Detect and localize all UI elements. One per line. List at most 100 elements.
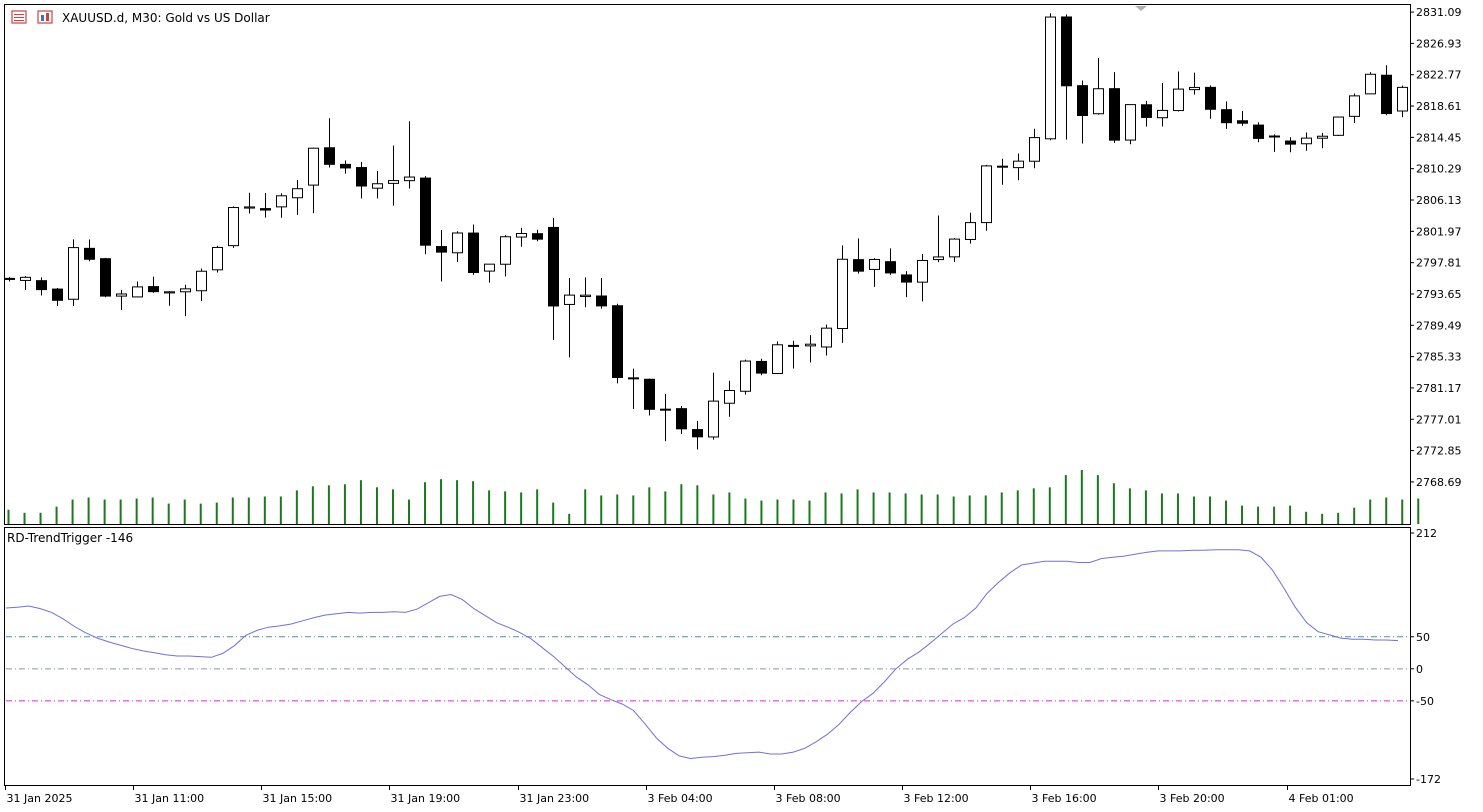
- volume-bars: [7, 470, 1420, 524]
- price-tick-label: 2806.13: [1416, 194, 1462, 207]
- price-axis: 2831.09 2826.93 2822.77 2818.61 2814.45 2810.…: [1410, 6, 1462, 489]
- time-tick-label: 3 Feb 20:00: [1160, 792, 1225, 805]
- time-tick-label: 4 Feb 01:00: [1289, 792, 1354, 805]
- candle: [4, 277, 15, 282]
- candle: [516, 227, 527, 247]
- candle: [1061, 14, 1072, 140]
- candle: [468, 224, 479, 275]
- price-tick-label: 2772.85: [1416, 445, 1462, 458]
- candle: [917, 253, 928, 302]
- candle: [692, 420, 703, 450]
- candle: [1109, 72, 1120, 143]
- time-axis: 31 Jan 2025 31 Jan 11:00 31 Jan 15:00 31 Ja…: [5, 786, 1354, 805]
- candle: [100, 257, 111, 298]
- candle: [628, 368, 639, 410]
- candle: [68, 239, 79, 306]
- candle: [292, 179, 303, 215]
- candle: [260, 193, 271, 218]
- chart-title: XAUUSD.d, M30: Gold vs US Dollar: [62, 11, 270, 25]
- candle: [1365, 72, 1376, 95]
- time-tick-label: 31 Jan 2025: [7, 792, 73, 805]
- price-tick-label: 2810.29: [1416, 163, 1462, 176]
- candlesticks: [4, 13, 1408, 450]
- candle: [1045, 13, 1056, 141]
- indicator-levels: [6, 636, 1410, 702]
- candle: [981, 164, 992, 231]
- candle: [20, 276, 31, 290]
- candle: [821, 324, 832, 356]
- candle: [484, 263, 495, 283]
- candle: [756, 358, 767, 376]
- candle: [837, 245, 848, 343]
- candle: [1093, 57, 1104, 115]
- candle: [1317, 132, 1328, 149]
- price-tick-label: 2789.49: [1416, 319, 1462, 332]
- price-tick-label: 2785.33: [1416, 351, 1462, 364]
- candle: [452, 231, 463, 262]
- candle: [1301, 132, 1312, 151]
- window-icons[interactable]: [11, 10, 53, 24]
- candle: [1221, 101, 1232, 129]
- candle: [596, 278, 607, 309]
- price-tick-label: 2793.65: [1416, 288, 1462, 301]
- time-tick-label: 3 Feb 16:00: [1032, 792, 1097, 805]
- time-tick-label: 31 Jan 15:00: [263, 792, 333, 805]
- candle: [853, 238, 864, 274]
- candle: [1381, 65, 1392, 116]
- candle: [1397, 85, 1408, 118]
- candle: [644, 378, 655, 416]
- indicator-tick-label: 212: [1416, 527, 1437, 540]
- candle: [356, 161, 367, 199]
- indicator-axis: 212 50 0 -50 -172: [1410, 527, 1441, 786]
- candle: [805, 335, 816, 363]
- time-tick-label: 31 Jan 11:00: [135, 792, 205, 805]
- candle: [1237, 111, 1248, 126]
- price-tick-label: 2801.97: [1416, 225, 1462, 238]
- candle: [196, 268, 207, 302]
- indicator-frame: [4, 527, 1411, 786]
- price-tick-label: 2826.93: [1416, 37, 1462, 50]
- chart-shift-marker[interactable]: [1135, 6, 1147, 11]
- candle: [965, 212, 976, 244]
- time-tick-label: 3 Feb 08:00: [776, 792, 841, 805]
- candle: [1253, 122, 1264, 143]
- candle: [772, 341, 783, 375]
- candle: [676, 406, 687, 435]
- candle: [1141, 100, 1152, 127]
- bars-icon[interactable]: [37, 10, 53, 24]
- candle: [564, 278, 575, 358]
- time-tick-label: 31 Jan 23:00: [520, 792, 590, 805]
- trend-trigger-line: [5, 549, 1399, 760]
- indicator-tick-label: -172: [1416, 773, 1441, 786]
- candle: [276, 193, 287, 218]
- candle: [164, 291, 175, 306]
- candle: [901, 271, 912, 298]
- price-tick-label: 2814.45: [1416, 131, 1462, 144]
- candle: [997, 158, 1008, 185]
- candle: [1029, 128, 1040, 169]
- candle: [740, 359, 751, 395]
- candle: [308, 147, 319, 214]
- indicator-line: [5, 549, 1399, 760]
- candle: [36, 277, 47, 296]
- candle: [116, 290, 127, 310]
- candle: [1077, 80, 1088, 144]
- candle: [52, 288, 63, 306]
- candle: [1157, 83, 1168, 127]
- price-tick-label: 2777.01: [1416, 413, 1462, 426]
- candle: [724, 380, 735, 417]
- candle: [612, 303, 623, 384]
- candle: [949, 238, 960, 263]
- candle: [1189, 72, 1200, 95]
- candle: [244, 192, 255, 214]
- candle: [228, 206, 239, 248]
- indicator-tick-label: 50: [1416, 631, 1430, 644]
- candle: [1173, 71, 1184, 112]
- candle: [436, 230, 447, 282]
- price-tick-label: 2768.69: [1416, 476, 1462, 489]
- indicator-tick-label: -50: [1416, 695, 1434, 708]
- time-tick-label: 3 Feb 12:00: [904, 792, 969, 805]
- candle: [532, 229, 543, 242]
- candle: [1349, 93, 1360, 123]
